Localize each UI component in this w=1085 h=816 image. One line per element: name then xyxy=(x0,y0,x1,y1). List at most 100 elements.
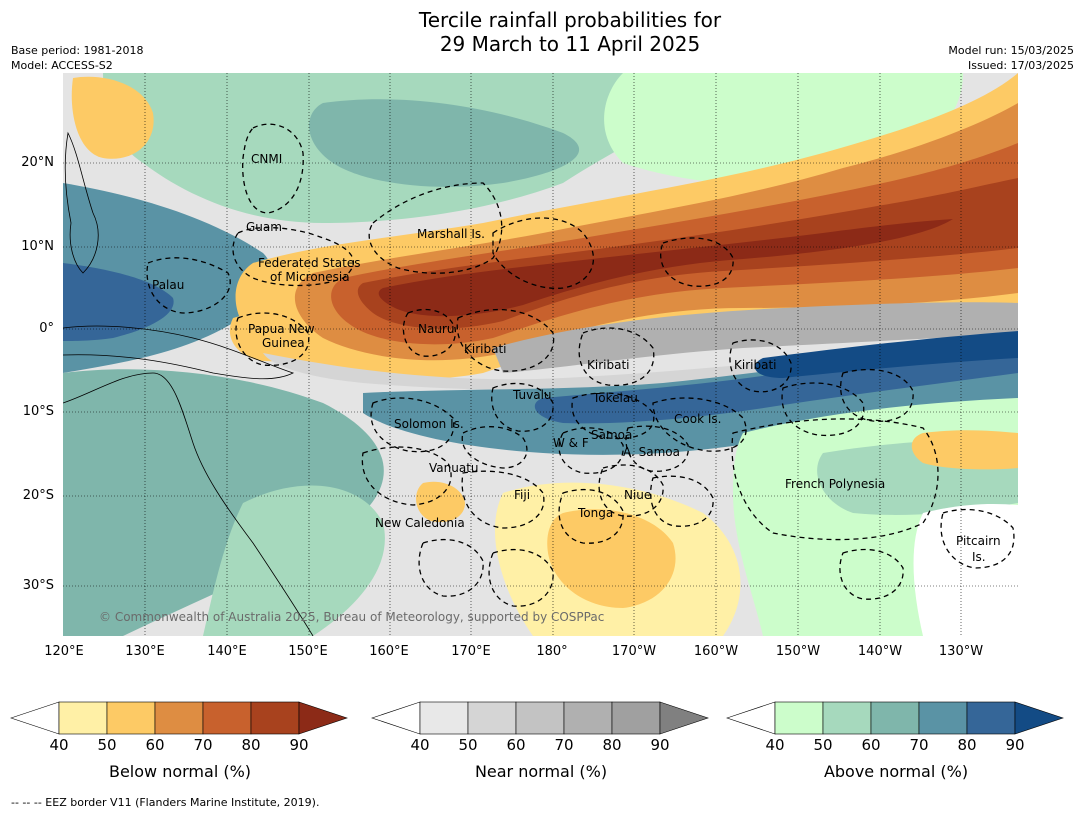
label-tuvalu: Tuvalu xyxy=(512,388,552,402)
colorbar-segment xyxy=(515,701,565,735)
label-samoa: Samoa xyxy=(591,428,632,442)
label-fsm-1: Federated States xyxy=(258,256,360,270)
meta-right: Model run: 15/03/2025 Issued: 17/03/2025 xyxy=(948,43,1074,73)
label-png-1: Papua New xyxy=(248,322,315,336)
y-tick-10n: 10°N xyxy=(21,239,54,254)
colorbar-segment xyxy=(918,701,968,735)
colorbar-below-label: Below normal (%) xyxy=(108,762,252,781)
y-tick-0: 0° xyxy=(39,321,54,336)
label-new-caledonia: New Caledonia xyxy=(375,516,465,530)
label-cook: Cook Is. xyxy=(674,412,721,426)
issued-date: Issued: 17/03/2025 xyxy=(967,59,1074,72)
x-tick-140e: 140°E xyxy=(207,644,247,659)
colorbar-extend-low xyxy=(371,701,421,735)
x-tick-120e: 120°E xyxy=(44,644,84,659)
y-tick-20s: 20°S xyxy=(22,488,54,503)
above-west-core xyxy=(63,263,174,341)
philippines-coastline xyxy=(64,131,99,274)
below-vanuatu-patch xyxy=(416,481,465,523)
label-solomon: Solomon Is. xyxy=(394,417,464,431)
label-guam: Guam xyxy=(246,220,282,234)
y-tick-10s: 10°S xyxy=(22,404,54,419)
label-fiji: Fiji xyxy=(514,488,530,502)
colorbar-segment xyxy=(419,701,469,735)
y-tick-20n: 20°N xyxy=(21,155,54,170)
colorbar-tick: 90 xyxy=(1005,736,1025,754)
colorbar-extend-low xyxy=(10,701,60,735)
colorbar-segment xyxy=(822,701,872,735)
colorbar-tick: 70 xyxy=(909,736,929,754)
copyright-text: © Commonwealth of Australia 2025, Bureau… xyxy=(99,610,604,624)
title-line-2: 29 March to 11 April 2025 xyxy=(439,32,701,56)
new-guinea-coastline xyxy=(63,325,295,380)
region-labels: CNMI Guam Marshall Is. Federated States … xyxy=(152,152,1001,564)
colorbar-segment xyxy=(202,701,252,735)
colorbar-tick: 80 xyxy=(241,736,261,754)
label-tokelau: Tokelau xyxy=(592,391,638,405)
colorbar-tick: 50 xyxy=(458,736,478,754)
colorbar-extend-high xyxy=(659,701,709,735)
colorbar-segment xyxy=(467,701,517,735)
above-north-band-2 xyxy=(309,99,580,187)
label-kiribati-central: Kiribati xyxy=(587,358,629,372)
label-palau: Palau xyxy=(152,278,184,292)
label-png-2: Guinea xyxy=(262,336,305,350)
label-marshall: Marshall Is. xyxy=(417,227,485,241)
label-tonga: Tonga xyxy=(577,506,613,520)
colorbar-extend-high xyxy=(298,701,348,735)
colorbar-segment xyxy=(58,701,108,735)
x-tick-160e: 160°E xyxy=(369,644,409,659)
below-east-patch xyxy=(911,430,1018,470)
label-wf: W & F xyxy=(553,436,589,450)
label-cnmi: CNMI xyxy=(251,152,282,166)
colorbar-near-label: Near normal (%) xyxy=(474,762,608,781)
colorbar-tick: 80 xyxy=(957,736,977,754)
below-band-core xyxy=(378,219,953,317)
colorbar-extend-high xyxy=(1014,701,1064,735)
colorbar-segment xyxy=(774,701,824,735)
colorbar-segment xyxy=(563,701,613,735)
x-tick-160w: 160°W xyxy=(693,644,739,659)
base-period: Base period: 1981-2018 xyxy=(11,44,144,57)
x-tick-130e: 130°E xyxy=(125,644,165,659)
colorbar-tick: 50 xyxy=(813,736,833,754)
colorbar-near xyxy=(371,701,709,735)
chart-title: Tercile rainfall probabilities for 29 Ma… xyxy=(0,8,1085,56)
above-southwest xyxy=(63,369,384,636)
model-name: Model: ACCESS-S2 xyxy=(11,59,113,72)
colorbar-tick: 60 xyxy=(861,736,881,754)
label-fsm-2: of Micronesia xyxy=(270,270,350,284)
label-nauru: Nauru xyxy=(418,322,454,336)
label-vanuatu: Vanuatu xyxy=(429,461,479,475)
colorbars xyxy=(10,701,1064,735)
colorbar-segment xyxy=(250,701,300,735)
colorbar-segment xyxy=(106,701,156,735)
colorbar-tick: 70 xyxy=(193,736,213,754)
colorbar-tick: 40 xyxy=(410,736,430,754)
colorbar-segment xyxy=(154,701,204,735)
probability-map: CNMI Guam Marshall Is. Federated States … xyxy=(63,73,1018,636)
colorbar-segment xyxy=(966,701,1016,735)
label-kiribati-west: Kiribati xyxy=(464,342,506,356)
eez-footnote: -- -- -- EEZ border V11 (Flanders Marine… xyxy=(11,796,320,809)
label-asamoa: A. Samoa xyxy=(623,445,680,459)
near-southeast-white xyxy=(913,503,1018,636)
x-tick-150e: 150°E xyxy=(288,644,328,659)
x-tick-180: 180° xyxy=(536,644,568,659)
colorbar-tick: 90 xyxy=(650,736,670,754)
label-pitcairn-1: Pitcairn xyxy=(956,534,1001,548)
colorbar-tick: 60 xyxy=(145,736,165,754)
colorbar-tick: 70 xyxy=(554,736,574,754)
label-niue: Niue xyxy=(624,488,651,502)
colorbar-tick: 90 xyxy=(289,736,309,754)
colorbar-below xyxy=(10,701,348,735)
colorbar-tick: 50 xyxy=(97,736,117,754)
meta-left: Base period: 1981-2018 Model: ACCESS-S2 xyxy=(11,43,143,73)
below-northwest-patch xyxy=(71,76,154,159)
y-tick-30s: 30°S xyxy=(22,578,54,593)
colorbar-tick: 80 xyxy=(602,736,622,754)
above-southwest-light xyxy=(203,485,385,636)
x-tick-140w: 140°W xyxy=(857,644,903,659)
colorbar-tick: 60 xyxy=(506,736,526,754)
label-pitcairn-2: Is. xyxy=(972,550,986,564)
